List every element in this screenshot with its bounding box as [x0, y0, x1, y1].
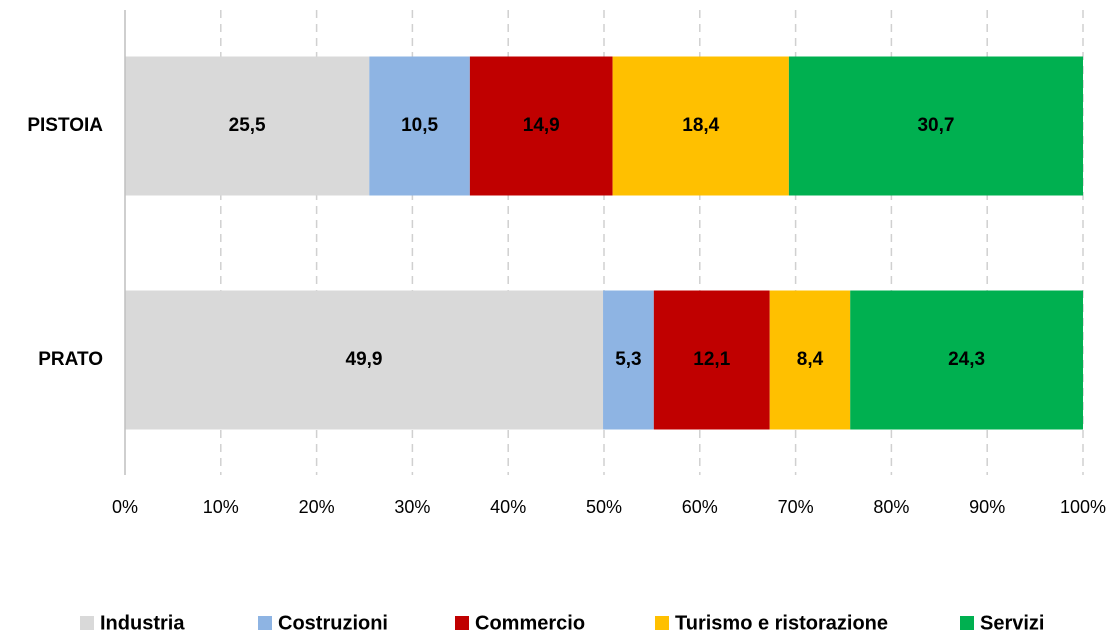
bar-segment: [469, 56, 613, 196]
bar-segment: [612, 56, 789, 196]
data-label: 25,5: [229, 115, 266, 136]
x-tick-label: 30%: [394, 497, 430, 517]
x-tick-label: 60%: [682, 497, 718, 517]
legend-swatch: [258, 616, 272, 630]
x-tick-label: 40%: [490, 497, 526, 517]
legend-swatch: [80, 616, 94, 630]
bar-segment: [603, 290, 654, 430]
x-tick-label: 70%: [778, 497, 814, 517]
data-label: 5,3: [615, 349, 641, 370]
x-tick-label: 0%: [112, 497, 138, 517]
legend-swatch: [960, 616, 974, 630]
data-label: 14,9: [523, 115, 560, 136]
bar-segment: [125, 56, 370, 196]
x-tick-label: 90%: [969, 497, 1005, 517]
x-tick-label: 50%: [586, 497, 622, 517]
bar-segment: [769, 290, 851, 430]
legend-label: Servizi: [980, 612, 1044, 634]
data-label: 18,4: [682, 115, 719, 136]
x-tick-label: 80%: [873, 497, 909, 517]
bar-segment: [369, 56, 470, 196]
bar-segment: [125, 290, 604, 430]
x-tick-label: 10%: [203, 497, 239, 517]
data-label: 10,5: [401, 115, 438, 136]
legend-label: Industria: [100, 612, 185, 634]
data-label: 24,3: [948, 349, 985, 370]
legend-label: Costruzioni: [278, 612, 388, 634]
y-tick-label: PRATO: [38, 349, 103, 370]
legend-label: Turismo e ristorazione: [675, 612, 888, 634]
y-tick-label: PISTOIA: [27, 115, 103, 136]
legend-swatch: [455, 616, 469, 630]
data-label: 30,7: [917, 115, 954, 136]
data-label: 49,9: [346, 349, 383, 370]
bar-segment: [788, 56, 1083, 196]
data-label: 12,1: [693, 349, 730, 370]
bar-segment: [850, 290, 1083, 430]
x-tick-label: 20%: [299, 497, 335, 517]
data-label: 8,4: [797, 349, 824, 370]
x-tick-label: 100%: [1060, 497, 1106, 517]
legend-label: Commercio: [475, 612, 585, 634]
legend-swatch: [655, 616, 669, 630]
bar-segment: [653, 290, 770, 430]
